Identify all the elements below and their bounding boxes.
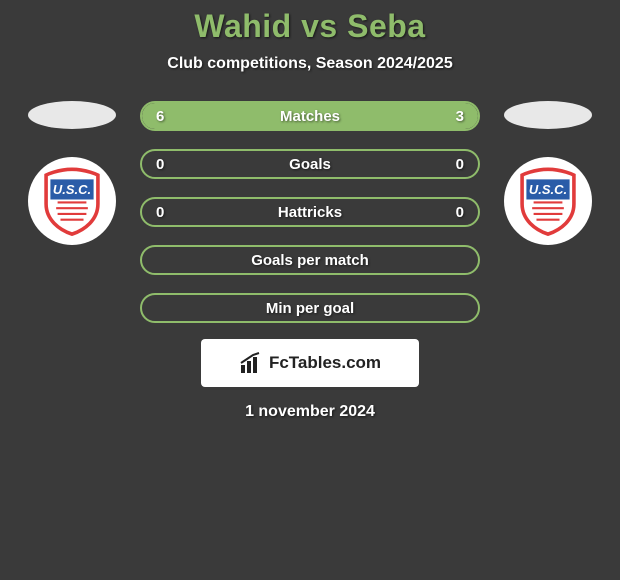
- brand-badge[interactable]: FcTables.com: [201, 339, 419, 387]
- shield-icon: U.S.C.: [36, 165, 108, 237]
- stat-value-right: 0: [418, 204, 478, 221]
- stat-value-right: 0: [418, 156, 478, 173]
- stat-value-right: 3: [418, 108, 478, 125]
- left-side: U.S.C.: [22, 101, 122, 245]
- stat-label: Hattricks: [202, 204, 418, 221]
- stat-label: Goals per match: [202, 252, 418, 269]
- comparison-card: Wahid vs Seba Club competitions, Season …: [0, 0, 620, 421]
- stat-row: 6Matches3: [140, 101, 480, 131]
- badge-text-left: U.S.C.: [53, 182, 91, 197]
- shield-icon: U.S.C.: [512, 165, 584, 237]
- stat-label: Matches: [202, 108, 418, 125]
- club-badge-left: U.S.C.: [28, 157, 116, 245]
- player-photo-placeholder-left: [28, 101, 116, 129]
- club-badge-right: U.S.C.: [504, 157, 592, 245]
- stats-column: 6Matches30Goals00Hattricks0Goals per mat…: [140, 101, 480, 323]
- page-title: Wahid vs Seba: [0, 8, 620, 45]
- brand-text: FcTables.com: [269, 353, 381, 373]
- footer-date: 1 november 2024: [0, 403, 620, 421]
- stat-value-left: 6: [142, 108, 202, 125]
- stat-value-left: 0: [142, 156, 202, 173]
- subtitle: Club competitions, Season 2024/2025: [0, 55, 620, 73]
- stat-row: 0Goals0: [140, 149, 480, 179]
- chart-icon: [239, 351, 263, 375]
- stat-value-left: 0: [142, 204, 202, 221]
- stat-label: Goals: [202, 156, 418, 173]
- stat-row: 0Hattricks0: [140, 197, 480, 227]
- stat-label: Min per goal: [202, 300, 418, 317]
- player-photo-placeholder-right: [504, 101, 592, 129]
- right-side: U.S.C.: [498, 101, 598, 245]
- badge-text-right: U.S.C.: [529, 182, 567, 197]
- stat-row: Goals per match: [140, 245, 480, 275]
- stat-row: Min per goal: [140, 293, 480, 323]
- content-area: U.S.C. 6Matches30Goals00Hattricks0Goals …: [0, 101, 620, 323]
